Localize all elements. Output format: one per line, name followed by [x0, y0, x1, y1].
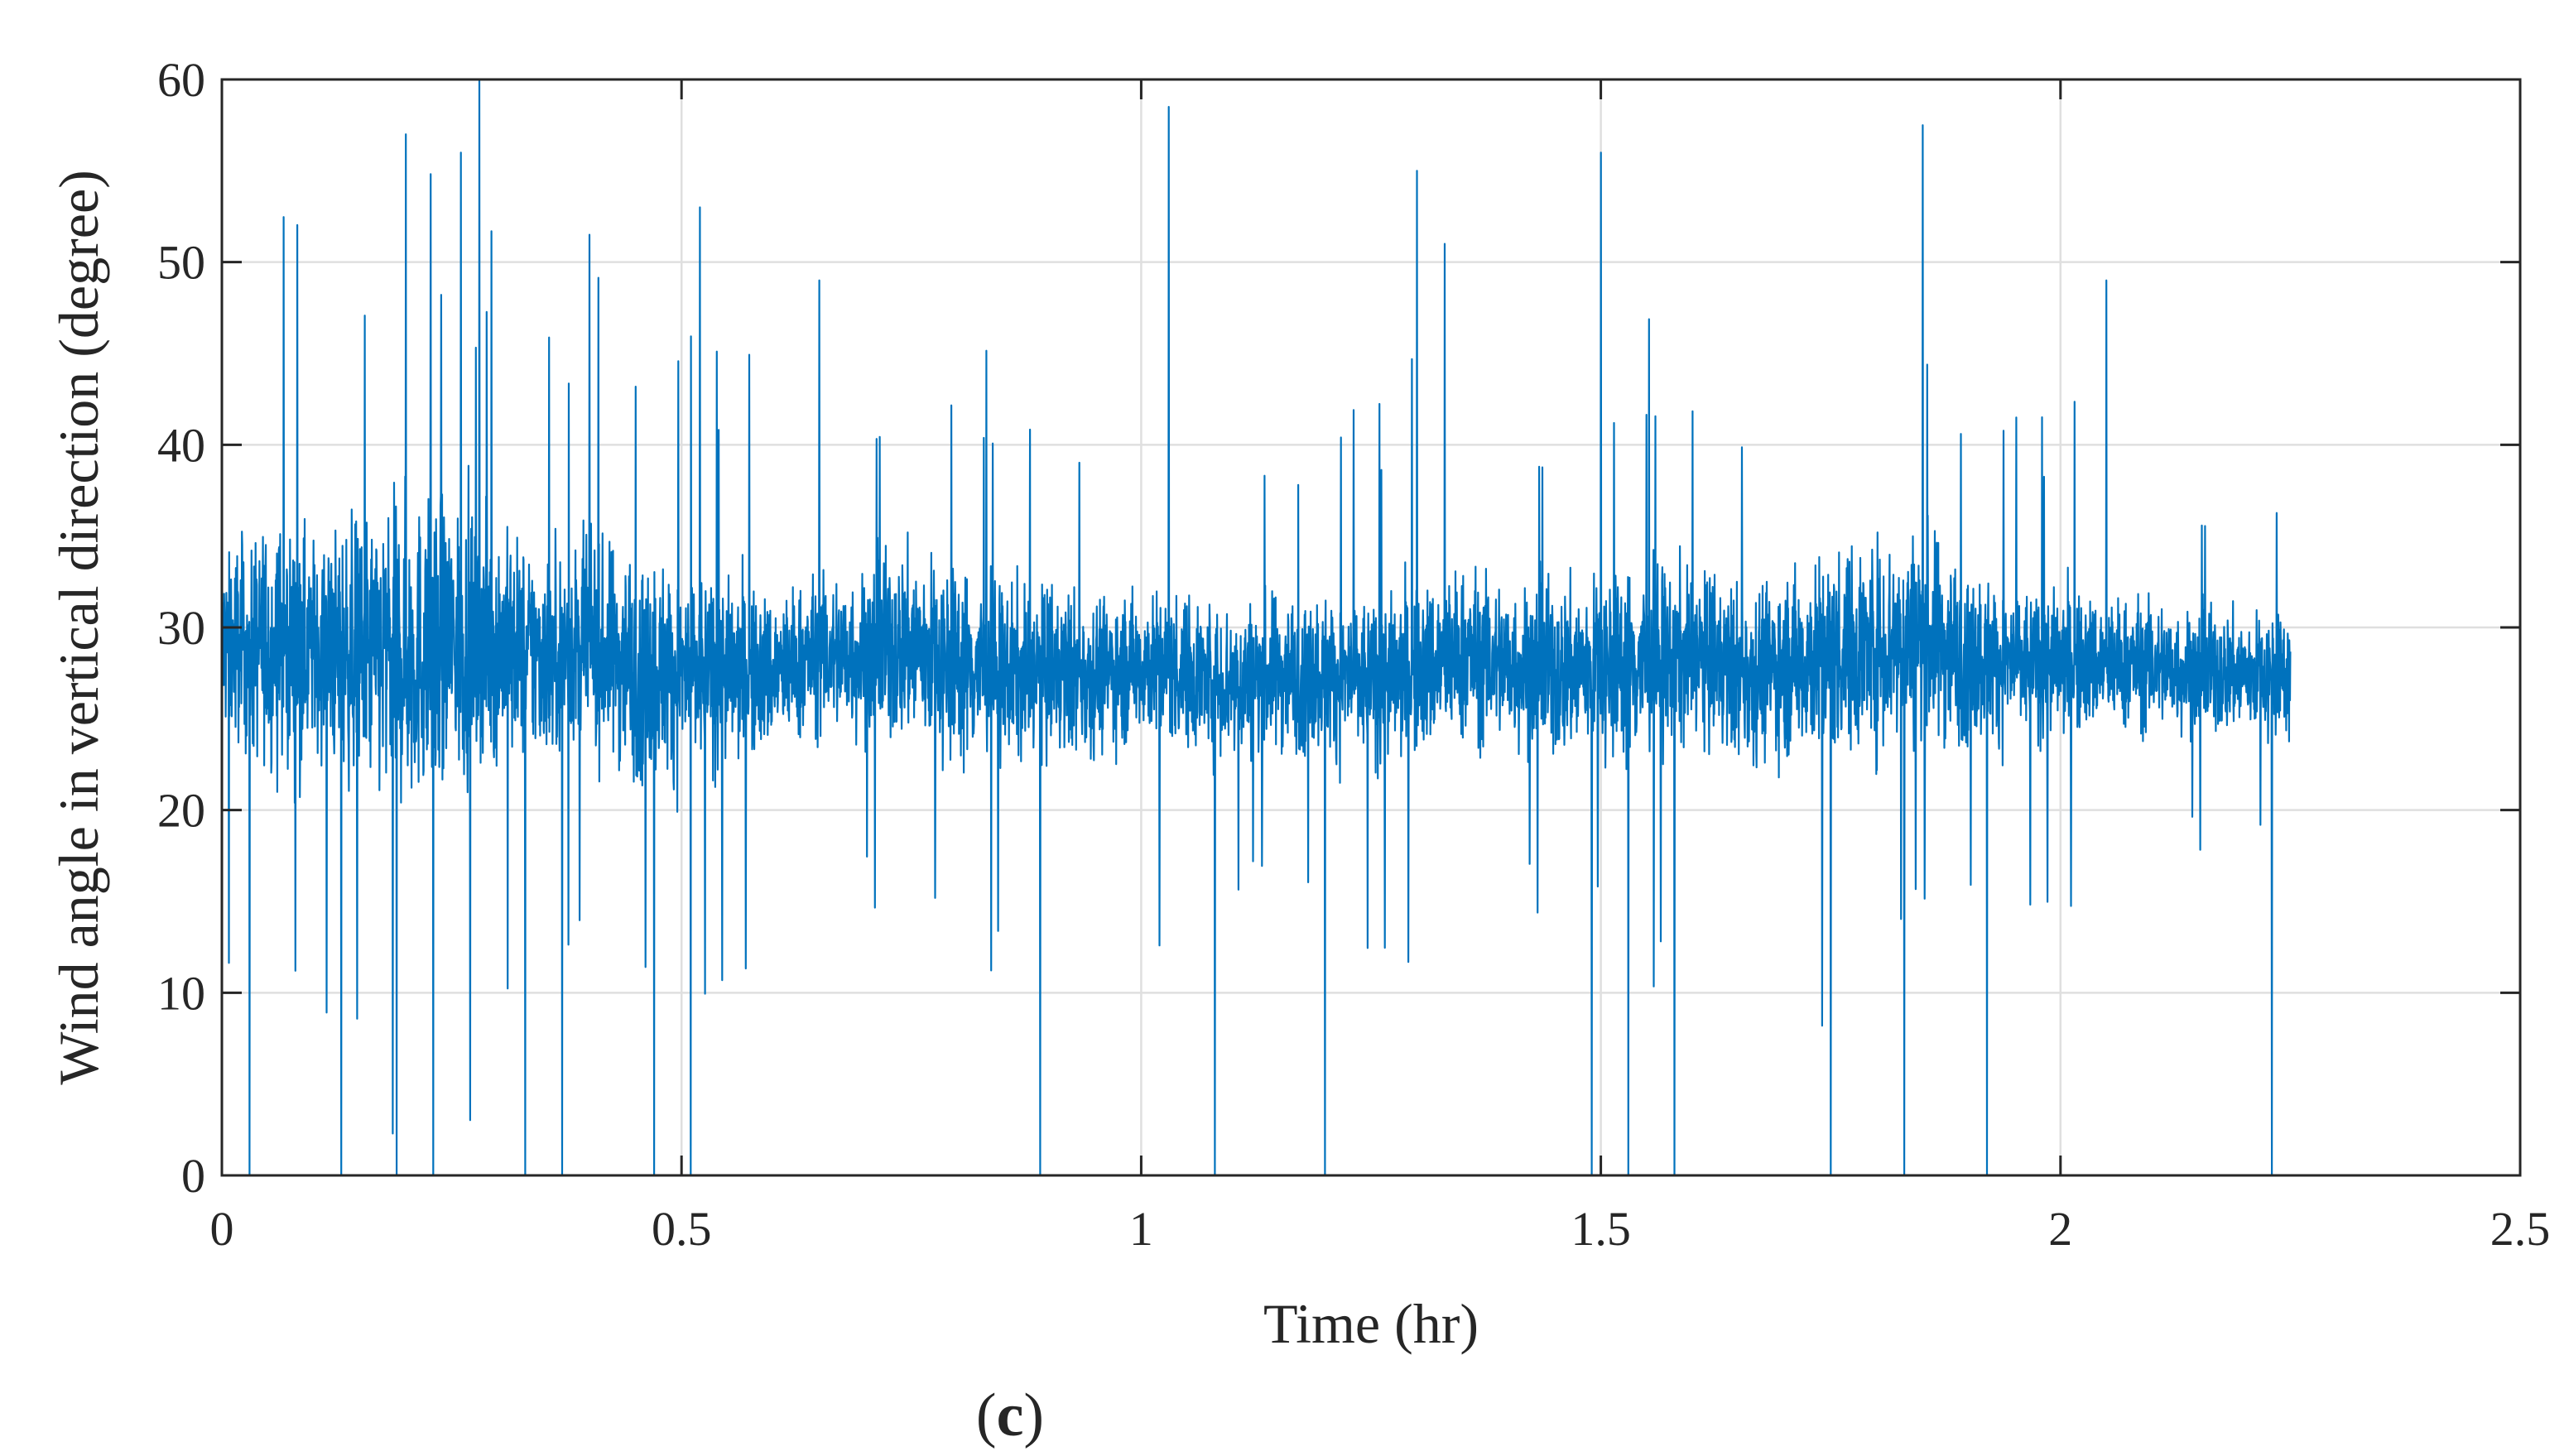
y-tick-label-3: 30: [157, 601, 205, 655]
plot-area: [222, 79, 2292, 1175]
y-tick-label-4: 40: [157, 418, 205, 472]
x-tick-labels: 0 0.5 1 1.5 2 2.5: [210, 1202, 2551, 1256]
x-tick-label-5: 2.5: [2490, 1202, 2551, 1256]
x-tick-label-0: 0: [210, 1202, 234, 1256]
y-tick-label-5: 50: [157, 236, 205, 290]
x-axis-label: Time (hr): [1263, 1292, 1479, 1355]
y-tick-label-1: 10: [157, 966, 205, 1020]
y-tick-label-2: 20: [157, 784, 205, 838]
y-tick-labels: 0 10 20 30 40 50 60: [157, 53, 205, 1203]
x-tick-label-1: 0.5: [652, 1202, 712, 1256]
x-tick-label-3: 1.5: [1571, 1202, 1631, 1256]
x-tick-label-2: 1: [1129, 1202, 1153, 1256]
y-tick-label-6: 60: [157, 53, 205, 107]
x-tick-label-4: 2: [2048, 1202, 2072, 1256]
y-axis-label: Wind angle in vertical direction (degree…: [47, 170, 110, 1085]
figure-caption: (c): [976, 1382, 1044, 1449]
axis-ticks: [220, 78, 2522, 1177]
y-tick-label-0: 0: [181, 1149, 205, 1203]
series-wind-angle: [222, 79, 2292, 1175]
series-line: [222, 79, 2292, 1175]
